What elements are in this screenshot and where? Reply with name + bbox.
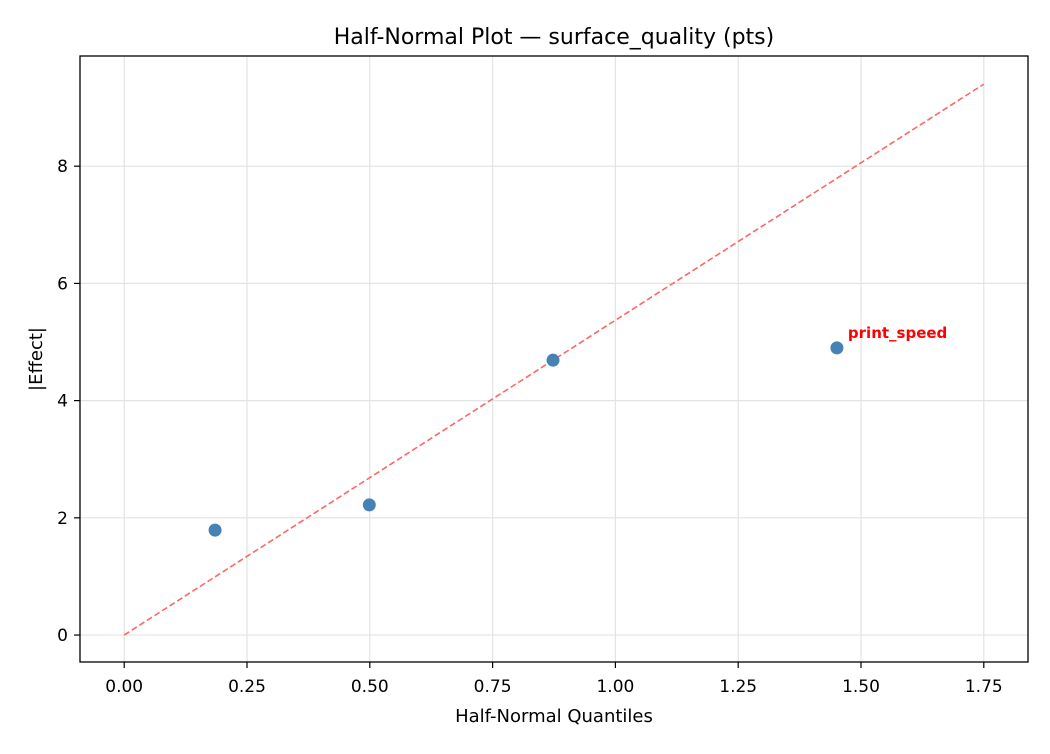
grid xyxy=(80,56,1028,662)
x-axis-label: Half-Normal Quantiles xyxy=(455,706,653,727)
y-tick-label: 8 xyxy=(57,157,68,177)
y-tick-label: 0 xyxy=(57,626,68,646)
data-point xyxy=(208,523,222,537)
data-point xyxy=(830,341,844,355)
x-tick-label: 1.50 xyxy=(842,677,880,697)
x-tick-label: 1.75 xyxy=(965,677,1003,697)
y-tick-label: 4 xyxy=(57,392,68,412)
x-tick-label: 0.25 xyxy=(228,677,266,697)
x-tick-label: 0.00 xyxy=(105,677,143,697)
y-tick-label: 6 xyxy=(57,274,68,294)
points-group: print_speed xyxy=(208,324,947,537)
data-point xyxy=(362,498,376,512)
point-annotation: print_speed xyxy=(848,324,947,342)
plot-frame xyxy=(79,55,1029,663)
y-axis-label: |Effect| xyxy=(26,327,47,391)
y-tick-label: 2 xyxy=(57,509,68,529)
reference-line-group xyxy=(123,83,985,636)
x-tick-label: 0.75 xyxy=(474,677,512,697)
ticks: 0.00 0.25 0.50 0.75 1.00 1.25 1.50 1.75 0 2 4 6 8 xyxy=(57,157,1003,697)
reference-line xyxy=(123,83,985,636)
x-tick-label: 1.00 xyxy=(596,677,634,697)
x-tick-label: 1.25 xyxy=(719,677,757,697)
chart-title: Half-Normal Plot — surface_quality (pts) xyxy=(334,25,774,50)
x-tick-label: 0.50 xyxy=(351,677,389,697)
data-point xyxy=(546,353,560,367)
